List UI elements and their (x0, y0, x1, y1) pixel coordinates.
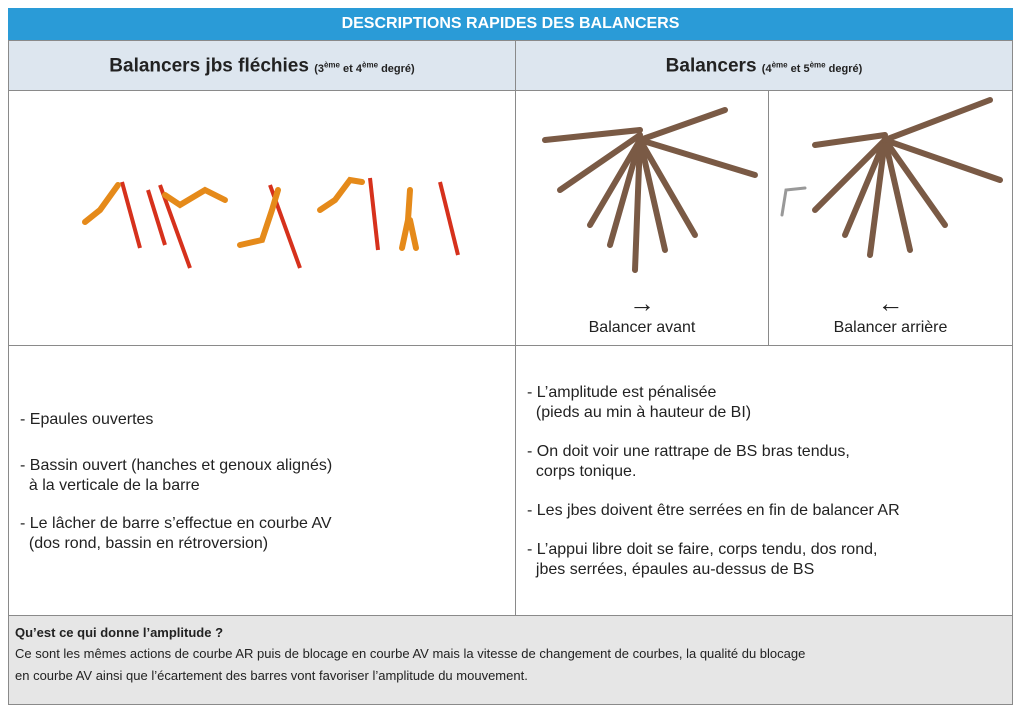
header-bar (8, 8, 1013, 40)
header-title: DESCRIPTIONS RAPIDES DES BALANCERS (341, 15, 680, 32)
footer-line: Ce sont les mêmes actions de courbe AR p… (15, 646, 806, 661)
note-part: ème (771, 60, 788, 69)
bullet-line: corps tonique. (527, 463, 637, 480)
bullet-line: - L’appui libre doit se faire, corps ten… (527, 541, 878, 558)
note-part: degré) (825, 62, 863, 75)
note-part: ème (362, 60, 379, 69)
bullet-line: - L’amplitude est pénalisée (527, 384, 717, 401)
image-caption: Balancer avant (588, 319, 696, 336)
note-part: ème (809, 60, 826, 69)
note-part: degré) (378, 62, 415, 75)
note-part: et 4 (339, 62, 362, 75)
arrow: ← (877, 288, 904, 318)
bullet-line: (pieds au min à hauteur de BI) (527, 404, 752, 421)
bullet-line: jbes serrées, épaules au-dessus de BS (527, 561, 815, 578)
column-title: Balancers jbs fléchies (3ème et 4ème deg… (8, 40, 516, 90)
bullet-line: à la verticale de la barre (20, 477, 200, 494)
note-part: (4 (761, 62, 772, 75)
note-part: ème (323, 60, 340, 69)
gymnasts-avant (542, 107, 758, 273)
bullet-line: - Le lâcher de barre s’effectue en courb… (20, 515, 332, 532)
footer-line: en courbe AV ainsi que l’écartement des … (15, 668, 528, 683)
bullet-line: - Epaules ouvertes (20, 411, 154, 428)
note-part: (3 (314, 62, 324, 75)
bullet-line: - Bassin ouvert (hanches et genoux align… (20, 457, 333, 474)
column-title-text: Balancers (665, 55, 757, 77)
column-title-text: Balancers jbs fléchies (109, 55, 309, 77)
image-caption: Balancer arrière (833, 319, 948, 336)
column-note: (4ème et 5ème degré) (761, 60, 863, 75)
column-title: Balancers (4ème et 5ème degré) (515, 40, 1013, 90)
footer-cell (8, 615, 1013, 705)
footer-question: Qu’est ce qui donne l’amplitude ? (15, 625, 224, 640)
bullet-line: (dos rond, bassin en rétroversion) (20, 535, 269, 552)
bullet-line: - On doit voir une rattrape de BS bras t… (527, 443, 850, 460)
gymnasts-flexed (82, 176, 419, 251)
column-note: (3ème et 4ème degré) (314, 60, 415, 75)
arrow: → (629, 288, 655, 318)
note-part: et 5 (787, 62, 810, 75)
gymnasts-arriere (780, 97, 1003, 258)
column-head (515, 40, 1013, 91)
bullet-line: - Les jbes doivent être serrées en fin d… (527, 502, 900, 519)
